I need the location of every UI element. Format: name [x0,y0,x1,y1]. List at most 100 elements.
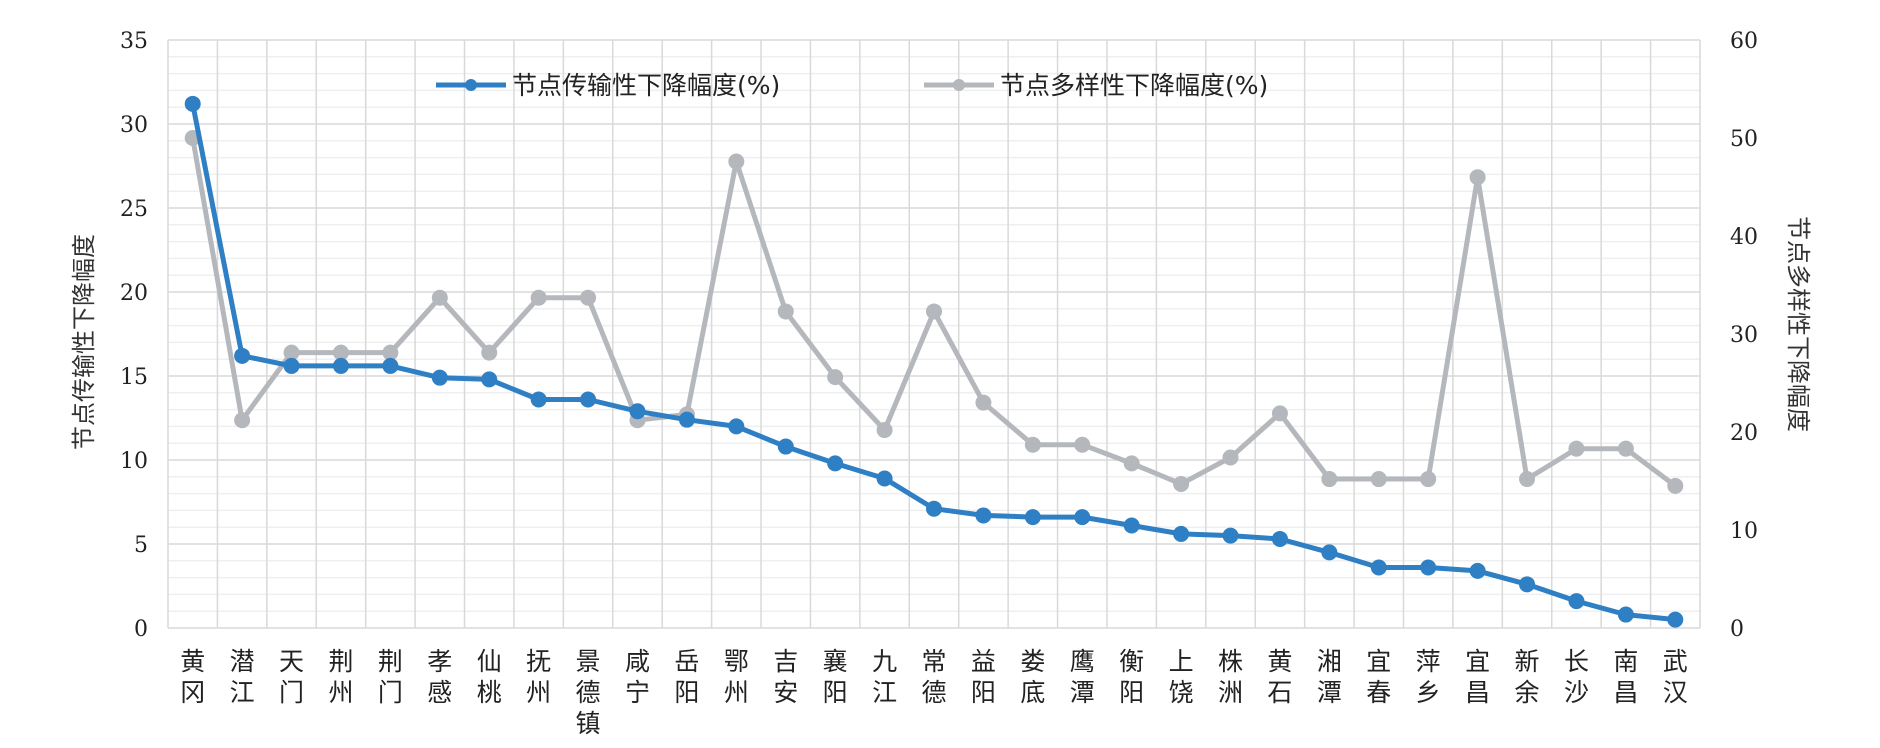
right-tick-label: 40 [1730,225,1758,250]
category-char: 潭 [1070,678,1095,707]
category-char: 汉 [1663,678,1688,707]
data-point-0 [382,357,399,374]
category-char: 阳 [674,678,699,707]
left-tick-label: 0 [134,617,148,642]
left-y-axis: 0 5 10 15 20 25 30 35 [120,29,148,642]
data-point-0 [926,500,942,517]
data-point-1 [1074,436,1091,453]
category-label: 长沙 [1564,647,1589,707]
data-point-0 [184,95,201,112]
category-char: 吉 [773,647,798,676]
category-char: 鄂 [724,647,749,676]
data-point-1 [876,422,893,439]
data-series [184,95,1684,628]
data-point-0 [1519,576,1536,593]
data-point-1 [728,153,745,170]
data-point-0 [530,391,547,408]
legend: 节点传输性下降幅度(%) 节点多样性下降幅度(%) [436,71,1268,100]
data-point-1 [926,303,942,320]
category-label: 荆州 [328,647,353,707]
category-label: 景德镇 [576,647,601,738]
category-char: 孝 [427,647,452,676]
category-char: 阳 [823,678,848,707]
category-label: 黄石 [1267,647,1292,707]
category-label: 孝感 [427,647,452,707]
data-point-1 [1024,436,1041,453]
category-char: 抚 [526,647,551,676]
data-point-0 [1617,606,1634,623]
category-label: 常德 [921,647,946,707]
category-label: 岳阳 [674,647,699,707]
data-point-1 [580,289,597,306]
left-axis-title: 节点传输性下降幅度 [70,234,98,450]
category-label: 衡阳 [1119,647,1144,707]
category-label: 湘潭 [1317,647,1342,707]
data-point-0 [1123,517,1140,534]
category-label: 仙桃 [477,647,502,707]
category-label: 黄冈 [180,647,205,707]
category-char: 荆 [378,647,403,676]
category-char: 洲 [1218,678,1243,707]
data-point-0 [678,411,695,428]
data-point-0 [728,418,745,435]
category-char: 常 [921,647,946,676]
data-point-0 [580,391,597,408]
category-char: 仙 [477,647,502,676]
data-point-0 [1074,509,1091,526]
category-char: 宜 [1366,647,1391,676]
data-point-1 [431,289,448,306]
category-char: 荆 [328,647,353,676]
data-point-0 [1173,525,1190,542]
category-char: 江 [230,678,255,707]
left-tick-label: 5 [134,533,148,558]
category-char: 武 [1663,647,1688,676]
data-point-1 [1667,477,1684,494]
data-point-0 [1222,527,1239,544]
data-point-1 [1420,471,1437,488]
category-char: 宜 [1465,647,1490,676]
category-char: 镇 [576,709,601,738]
category-label: 武汉 [1663,647,1688,707]
category-char: 桃 [477,678,502,707]
category-label: 鹰潭 [1070,647,1095,707]
data-point-1 [1469,169,1486,186]
legend-marker-diversity [953,79,965,91]
grid-lines [167,39,1701,629]
data-point-1 [1519,471,1536,488]
data-point-0 [777,438,794,455]
left-tick-label: 15 [120,365,148,390]
category-char: 饶 [1169,678,1194,707]
data-point-0 [283,357,300,374]
category-char: 潜 [230,647,255,676]
data-point-0 [629,403,646,420]
category-char: 长 [1564,647,1589,676]
data-point-1 [827,369,844,386]
category-char: 襄 [823,647,848,676]
data-point-1 [1370,471,1387,488]
category-label: 新余 [1515,647,1540,707]
category-char: 余 [1515,678,1540,707]
data-point-1 [1173,475,1190,492]
category-label: 益阳 [971,647,996,707]
right-tick-label: 50 [1730,127,1758,152]
data-point-0 [1321,544,1338,561]
left-tick-label: 25 [120,197,148,222]
right-tick-label: 20 [1730,421,1758,446]
category-label: 天门 [279,647,304,707]
category-char: 冈 [180,678,205,707]
category-char: 南 [1613,647,1638,676]
category-char: 门 [378,678,403,707]
data-point-1 [234,412,251,429]
category-char: 株 [1218,647,1243,676]
category-label: 上饶 [1169,647,1194,707]
data-point-0 [1271,530,1288,547]
left-tick-label: 30 [120,113,148,138]
data-point-1 [530,289,547,306]
data-point-1 [1123,455,1140,472]
category-char: 江 [872,678,897,707]
category-label: 萍乡 [1416,647,1441,707]
category-char: 德 [921,678,946,707]
category-label: 咸宁 [625,647,650,707]
category-label: 娄底 [1020,647,1045,707]
